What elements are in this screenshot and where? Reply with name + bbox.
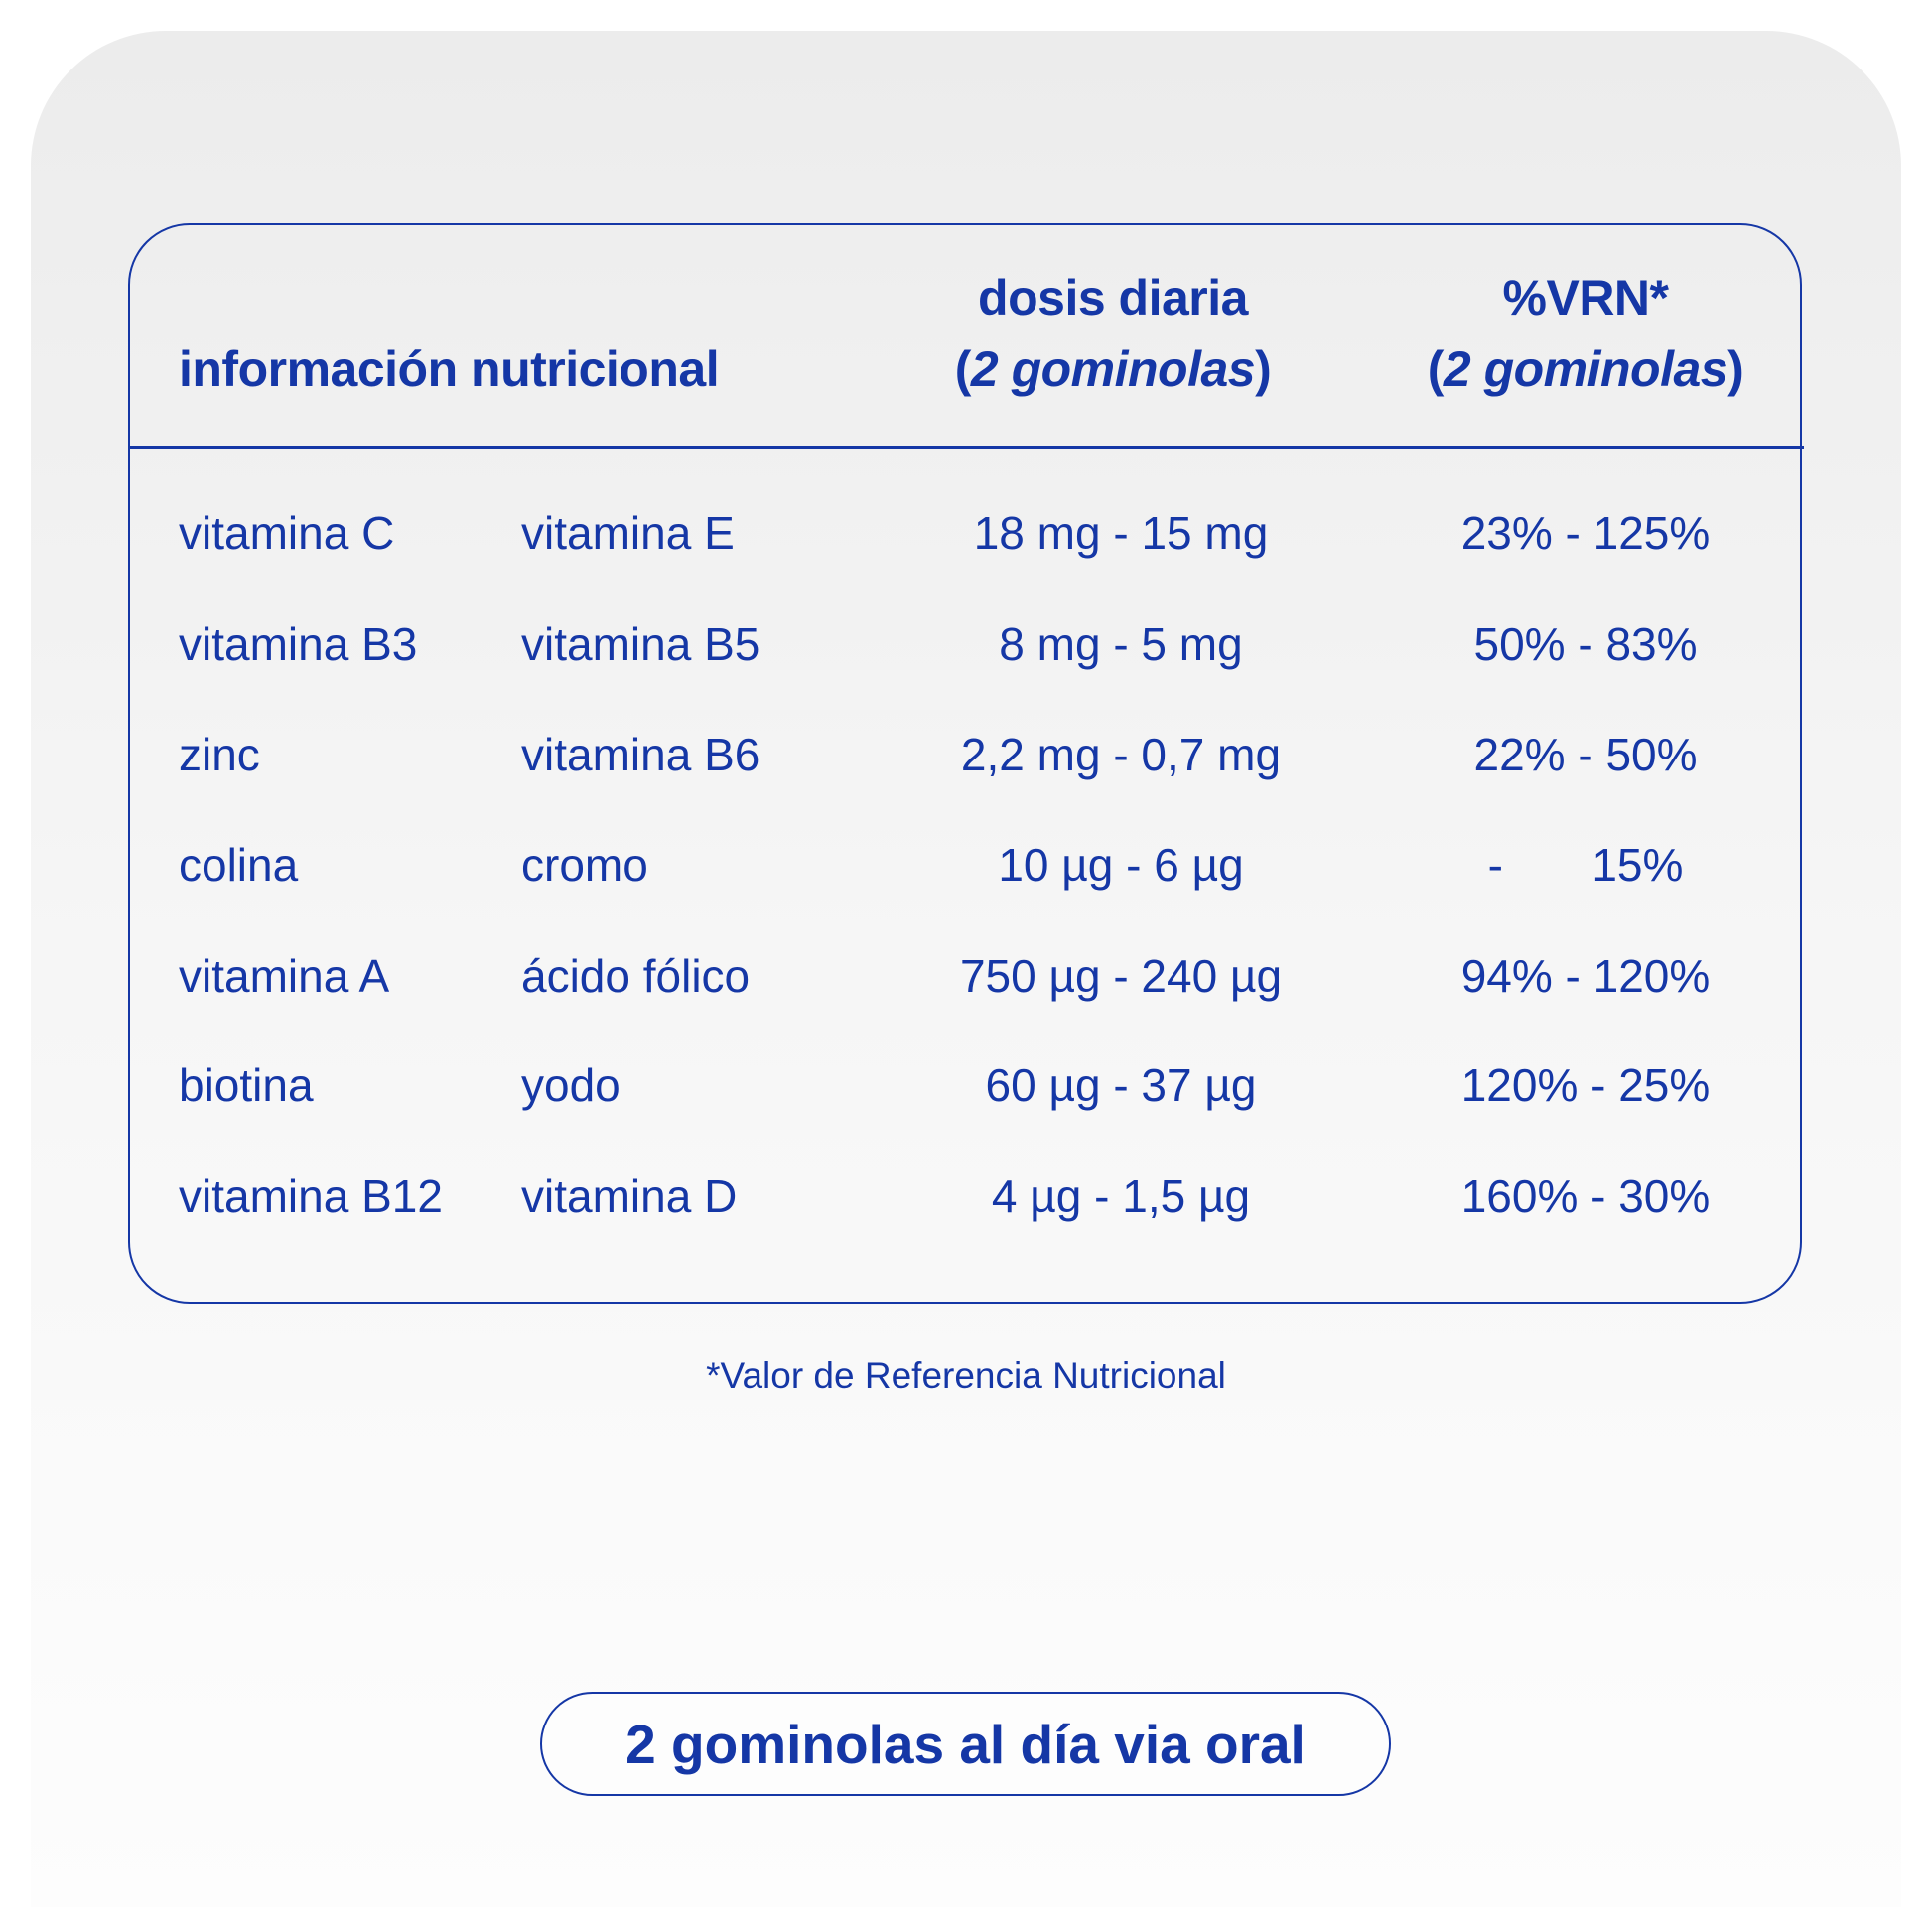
table-row: vitamina A ácido fólico 750 µg - 240 µg 94%…	[0, 946, 1932, 1006]
daily-dose: 2,2 mg - 0,7 mg	[960, 729, 1282, 780]
nutrient-a: vitamina C	[179, 507, 395, 559]
vrn-percent: 50% - 83%	[1473, 619, 1698, 670]
paren: (	[954, 342, 972, 397]
nutrient-a: biotina	[179, 1059, 314, 1111]
header-daily-dose-sub-text: 2 gominolas	[970, 342, 1256, 397]
vrn-percent: 23% - 125%	[1460, 507, 1711, 559]
nutrient-b: vitamina B6	[521, 729, 760, 780]
vrn-percent: - 15%	[1487, 839, 1684, 891]
header-vrn-sub-text: 2 gominolas	[1443, 342, 1728, 397]
nutrient-a: vitamina B3	[179, 619, 418, 670]
table-row: colina cromo 10 µg - 6 µg - 15%	[0, 835, 1932, 895]
table-row: biotina yodo 60 µg - 37 µg 120% - 25%	[0, 1055, 1932, 1115]
daily-dose: 18 mg - 15 mg	[973, 507, 1269, 559]
table-row: vitamina B3 vitamina B5 8 mg - 5 mg 50% - 8…	[0, 615, 1932, 674]
header-vrn-sub: (2 gominolas)	[1428, 334, 1744, 405]
daily-dose: 4 µg - 1,5 µg	[991, 1171, 1251, 1222]
dosage-badge: 2 gominolas al día via oral	[540, 1692, 1391, 1796]
nutrient-b: vitamina E	[521, 507, 735, 559]
paren: )	[1727, 342, 1744, 397]
vrn-percent: 160% - 30%	[1460, 1171, 1711, 1222]
nutrient-a: zinc	[179, 729, 260, 780]
header-daily-dose: dosis diaria (2 gominolas)	[955, 262, 1272, 405]
footnote: *Valor de Referencia Nutricional	[706, 1355, 1226, 1396]
header-divider	[128, 446, 1804, 449]
paren: )	[1255, 342, 1272, 397]
table-row: vitamina B12 vitamina D 4 µg - 1,5 µg 160% …	[0, 1167, 1932, 1226]
daily-dose: 750 µg - 240 µg	[959, 950, 1283, 1002]
vrn-percent: 120% - 25%	[1460, 1059, 1711, 1111]
vrn-percent: 94% - 120%	[1460, 950, 1711, 1002]
table-row: zinc vitamina B6 2,2 mg - 0,7 mg 22% - 50%	[0, 725, 1932, 784]
nutrient-b: cromo	[521, 839, 648, 891]
table-row: vitamina C vitamina E 18 mg - 15 mg 23% - 1…	[0, 503, 1932, 563]
daily-dose: 60 µg - 37 µg	[985, 1059, 1257, 1111]
daily-dose: 10 µg - 6 µg	[998, 839, 1244, 891]
vrn-percent: 22% - 50%	[1473, 729, 1698, 780]
background-card	[31, 31, 1901, 1907]
header-vrn-title: %VRN*	[1502, 270, 1669, 326]
daily-dose: 8 mg - 5 mg	[999, 619, 1243, 670]
header-daily-dose-sub: (2 gominolas)	[955, 334, 1272, 405]
nutrient-b: vitamina D	[521, 1171, 738, 1222]
header-daily-dose-title: dosis diaria	[978, 270, 1248, 326]
nutrient-a: colina	[179, 839, 299, 891]
paren: (	[1427, 342, 1445, 397]
nutrient-a: vitamina A	[179, 950, 390, 1002]
nutrition-table	[128, 223, 1802, 1304]
header-vrn: %VRN* (2 gominolas)	[1428, 262, 1744, 405]
header-nutrition-info: información nutricional	[179, 342, 720, 397]
nutrient-b: yodo	[521, 1059, 621, 1111]
nutrient-b: vitamina B5	[521, 619, 760, 670]
nutrient-b: ácido fólico	[521, 950, 751, 1002]
nutrient-a: vitamina B12	[179, 1171, 443, 1222]
